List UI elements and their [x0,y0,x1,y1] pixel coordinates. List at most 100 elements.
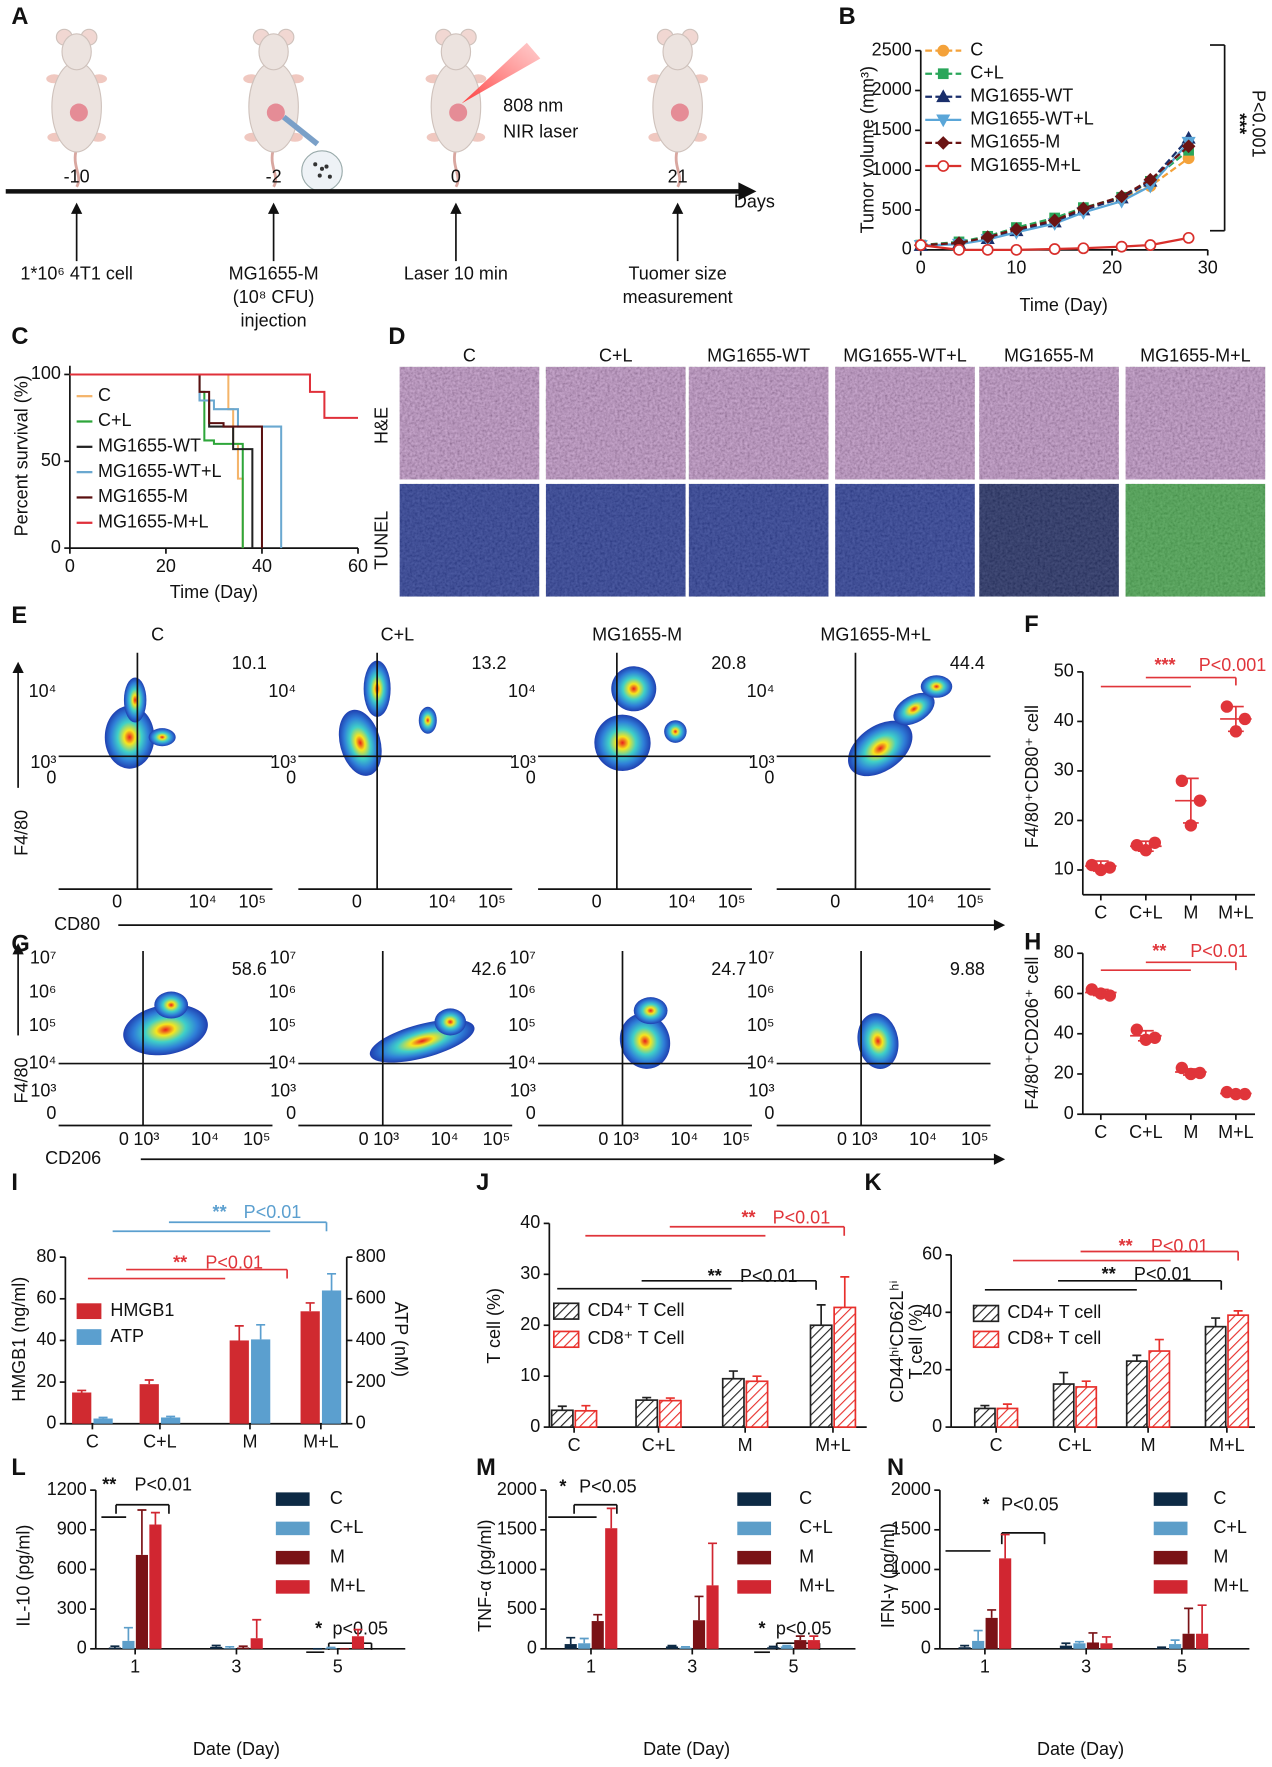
y-tick-label: 900 [57,1519,87,1539]
x-tick-label: M [1141,1435,1156,1455]
quadrant-value: 58.6 [232,959,267,979]
bar [1155,1648,1168,1649]
step-caption: Tuomer size [628,263,726,283]
legend-label: M [330,1546,345,1566]
y-tick-label: 1500 [872,119,912,139]
y-tick-label: 0 [902,239,912,259]
x-tick-label: 10⁵ [243,1129,270,1149]
x-tick-label: 10⁵ [238,891,265,911]
error-bar [110,1645,120,1648]
y-tick-label: 80 [36,1246,56,1266]
y-tick-label: 10⁶ [747,981,774,1001]
arrow-head [71,202,83,214]
error-bar [225,1645,235,1649]
error-bar [211,1644,221,1647]
legend-swatch [737,1550,772,1565]
panel-label: I [11,1170,18,1196]
annotation: P<0.01 [1190,941,1248,961]
error-bar [98,1416,108,1419]
sd-bar [1182,1068,1199,1076]
y-tick-label: 20 [1054,1063,1074,1083]
bacterium [317,173,322,178]
mouse [243,28,304,188]
y2-axis-label: ATP (nM) [391,1302,411,1377]
x-tick-label: C+L [1129,1122,1163,1142]
legend-swatch [972,1304,1000,1323]
time-point: -2 [266,167,282,187]
x-tick-label: C+L [1129,903,1163,923]
axis-label: F4/80 [11,1057,31,1103]
x-tick-label: 10⁵ [478,891,505,911]
y-tick-label: 500 [882,199,912,219]
x-tick-label: C [1094,903,1107,923]
y2-tick-label: 600 [356,1288,386,1308]
he-texture [979,366,1119,480]
x-tick-label: 10⁵ [957,891,984,911]
bar [135,1554,148,1649]
tunel-texture [835,483,975,597]
bar [973,1407,996,1428]
y-tick-label: 30 [520,1263,540,1283]
error-bar [782,1644,792,1647]
annotation: P<0.001 [1199,655,1267,675]
legend-label: C+L [330,1517,364,1537]
x-tick-label: C [568,1435,581,1455]
x-tick-label: 5 [1177,1657,1187,1677]
legend-label: MG1655-WT [970,86,1073,106]
density-blob [633,997,668,1025]
x-tick-label: 0 [837,1129,847,1149]
y-tick-label: 10⁷ [30,948,57,968]
marker [1009,222,1024,236]
bar [794,1640,807,1649]
data-point [1103,861,1117,874]
y-tick-label: 2000 [872,79,912,99]
survival-curve [69,373,359,419]
y-axis-label: Tumor volume (mm³) [858,66,878,233]
x-tick-label: 30 [1198,258,1218,278]
error-bar [606,1507,616,1529]
y-tick-label: 2000 [891,1479,931,1499]
x-tick-label: 10⁵ [718,891,745,911]
y-tick-label: 1000 [891,1558,931,1578]
error-bar [353,1628,363,1637]
y-tick-label: 10 [520,1365,540,1385]
x-tick-label: 0 [119,1129,129,1149]
x-tick-label: 10⁴ [191,1129,219,1149]
y-tick-label: 60 [36,1288,56,1308]
y-axis-label: T cell (%) [906,1304,926,1380]
y-tick-label: 60 [1054,982,1074,1002]
annotation: P<0.01 [244,1202,302,1222]
density-blob [338,709,382,776]
y-tick-label: 2500 [872,39,912,59]
quadrant-value: 42.6 [472,959,507,979]
legend-label: M+L [330,1576,366,1596]
error-bar [665,1397,675,1401]
bar [122,1640,135,1649]
y-axis-label: HMGB1 (ng/ml) [9,1277,29,1402]
error-bar [123,1626,133,1641]
error-bar [795,1635,805,1641]
data-point [1175,1061,1189,1075]
y-tick-label: 20 [922,1358,942,1378]
x-tick-label: M+L [1218,903,1254,923]
y-axis-label: T cell (%) [484,1288,504,1364]
annotation: ** [173,1253,187,1273]
y-tick-label: 2000 [497,1479,537,1499]
x-axis-label: Date (Day) [643,1739,730,1759]
y-tick-label: 10⁷ [509,948,536,968]
marker [1010,243,1023,256]
sd-bar [1092,860,1109,872]
annotation: P<0.01 [1151,1236,1209,1256]
sd-bar [1228,1091,1244,1096]
density-blob [611,666,657,712]
x-tick-label: 0 [598,1129,608,1149]
y-tick-label: 80 [1054,942,1074,962]
mouse [46,28,108,188]
x-tick-label: 10 [1006,258,1026,278]
bacterium [327,174,332,179]
x-tick-label: M [738,1435,753,1455]
y-axis-label: IFN-γ (pg/ml) [878,1523,898,1628]
data-point [1148,1031,1162,1044]
marker [980,230,995,244]
bar [160,1417,181,1424]
